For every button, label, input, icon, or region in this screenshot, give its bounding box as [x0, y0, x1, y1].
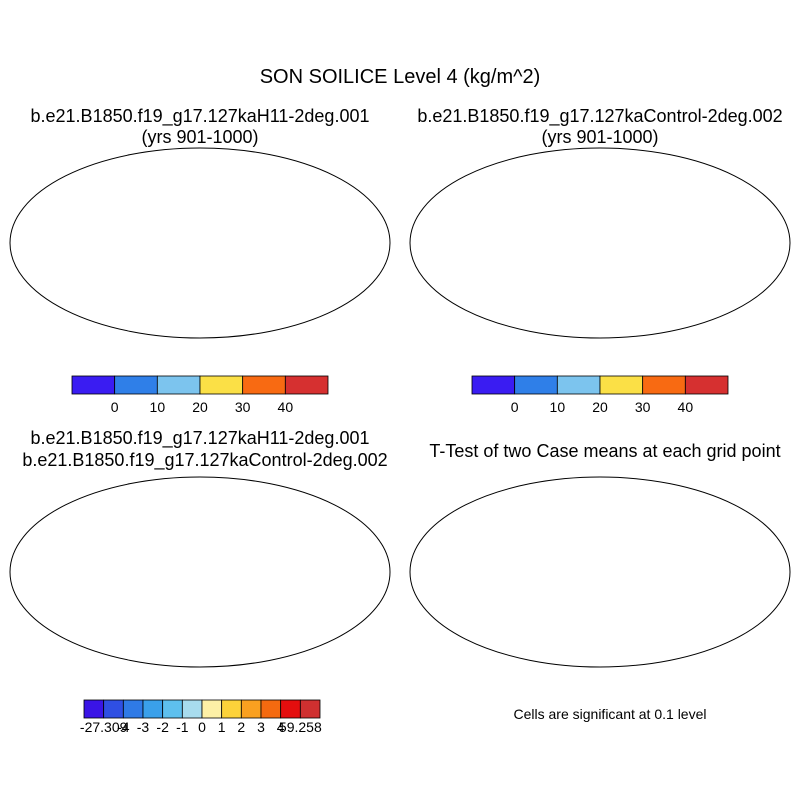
- colorbar-diff-label-10: 59.258: [278, 719, 322, 735]
- colorbar-diff-label-2: -3: [136, 719, 150, 735]
- colorbar-case-right-label-3: 30: [634, 399, 651, 415]
- colorbar-case-left-swatch-1: [114, 375, 158, 395]
- colorbar-case-left-swatch-5: [284, 375, 329, 395]
- colorbar-case-right-swatch-2: [556, 375, 601, 395]
- colorbar-diff-swatch-8: [240, 699, 262, 719]
- colorbar-case-left-label-4: 40: [277, 399, 294, 415]
- colorbar-case-right-label-4: 40: [677, 399, 694, 415]
- colorbar-case-right-label-0: 0: [510, 399, 519, 415]
- colorbar-case-right-label-2: 20: [592, 399, 608, 415]
- colorbar-diff-label-5: 0: [198, 719, 206, 735]
- colorbar-diff-label-6: 1: [217, 719, 226, 735]
- colorbar-diff-label-0: -27.309: [79, 719, 128, 735]
- transition-band-case1: [100, 181, 350, 191]
- transition-band-case2b: [620, 161, 750, 179]
- colorbar-case-right-label-1: 10: [549, 399, 566, 415]
- map-border-top-left: [9, 147, 391, 339]
- colorbar-case-right-swatch-5: [684, 375, 729, 395]
- colorbar-case-left-label-0: 0: [110, 399, 119, 415]
- colorbar-diff-label-3: -2: [156, 719, 169, 735]
- colorbar-diff-swatch-2: [122, 699, 144, 719]
- colorbar-case-left-label-1: 10: [149, 399, 166, 415]
- colorbar-case-left: [71, 375, 329, 395]
- colorbar-diff-label-1: -4: [117, 719, 130, 735]
- colorbar-case-left-label-3: 30: [234, 399, 251, 415]
- colorbar-diff-label-7: 2: [237, 719, 246, 735]
- map-border-bottom-right: [409, 476, 791, 668]
- colorbar-case-left-swatch-2: [156, 375, 201, 395]
- figure-title: SON SOILICE Level 4 (kg/m^2): [259, 66, 541, 88]
- colorbar-diff-swatch-1: [103, 699, 124, 719]
- colorbar-diff-label-8: 3: [257, 719, 265, 735]
- colorbar-case-left-label-2: 20: [192, 399, 208, 415]
- colorbar-diff-swatch-4: [162, 699, 183, 719]
- panel-subtitle-top-left: (yrs 901-1000): [141, 127, 259, 147]
- colorbar-case-right-swatch-4: [642, 375, 686, 395]
- colorbar-case-right-swatch-1: [514, 375, 558, 395]
- polar-case1: [35, 153, 358, 191]
- colorbar-diff-label-9: 4: [276, 719, 285, 735]
- map-panel-bottom-right: [409, 476, 791, 668]
- map-panel-top-left: [9, 147, 391, 339]
- significant-region: [450, 488, 756, 542]
- panel-title-bottom-left-line1: b.e21.B1850.f19_g17.127kaH11-2deg.001: [30, 428, 370, 448]
- panel-title-top-right: b.e21.B1850.f19_g17.127kaControl-2deg.00…: [417, 106, 783, 126]
- polar-case2: [560, 157, 600, 169]
- map-panel-bottom-left: [9, 476, 391, 668]
- land-case1: [38, 153, 360, 337]
- panel-title-top-left: b.e21.B1850.f19_g17.127kaH11-2deg.001: [30, 106, 370, 126]
- land-diff: [38, 482, 360, 666]
- colorbar-diff-swatch-5: [181, 699, 203, 719]
- colorbar-case-left-swatch-4: [242, 375, 286, 395]
- colorbar-diff-swatch-3: [142, 699, 164, 719]
- transition-band-case2a: [440, 167, 556, 179]
- map-border-top-right: [409, 147, 791, 339]
- colorbar-case-right-swatch-0: [471, 375, 516, 395]
- panel-title-bottom-left-line2: b.e21.B1850.f19_g17.127kaControl-2deg.00…: [22, 450, 388, 470]
- land-outline-ttest: [438, 482, 760, 666]
- colorbar-case-right: [471, 375, 729, 395]
- colorbar-case-left-swatch-0: [71, 375, 116, 395]
- map-border-bottom-left: [9, 476, 391, 668]
- colorbar-diff-swatch-10: [280, 699, 301, 719]
- negative-cell-diff: [284, 524, 294, 534]
- polar-diff: [50, 488, 356, 542]
- colorbar-diff-swatch-11: [299, 699, 321, 719]
- colorbar-case-right-swatch-3: [599, 375, 644, 395]
- panel-title-bottom-right: T-Test of two Case means at each grid po…: [429, 441, 781, 461]
- colorbar-diff-label-4: -1: [176, 719, 189, 735]
- colorbar-diff-swatch-0: [83, 699, 105, 719]
- colorbar-diff: [83, 699, 321, 719]
- colorbar-diff-swatch-9: [260, 699, 282, 719]
- colorbar-case-left-swatch-3: [199, 375, 244, 395]
- orange-band-diff: [80, 532, 130, 542]
- panel-subtitle-top-right: (yrs 901-1000): [541, 127, 659, 147]
- colorbar-diff-swatch-6: [201, 699, 223, 719]
- map-panel-top-right: [409, 147, 791, 339]
- colorbar-diff-swatch-7: [221, 699, 242, 719]
- significance-note: Cells are significant at 0.1 level: [513, 706, 707, 722]
- land-case2: [438, 153, 760, 337]
